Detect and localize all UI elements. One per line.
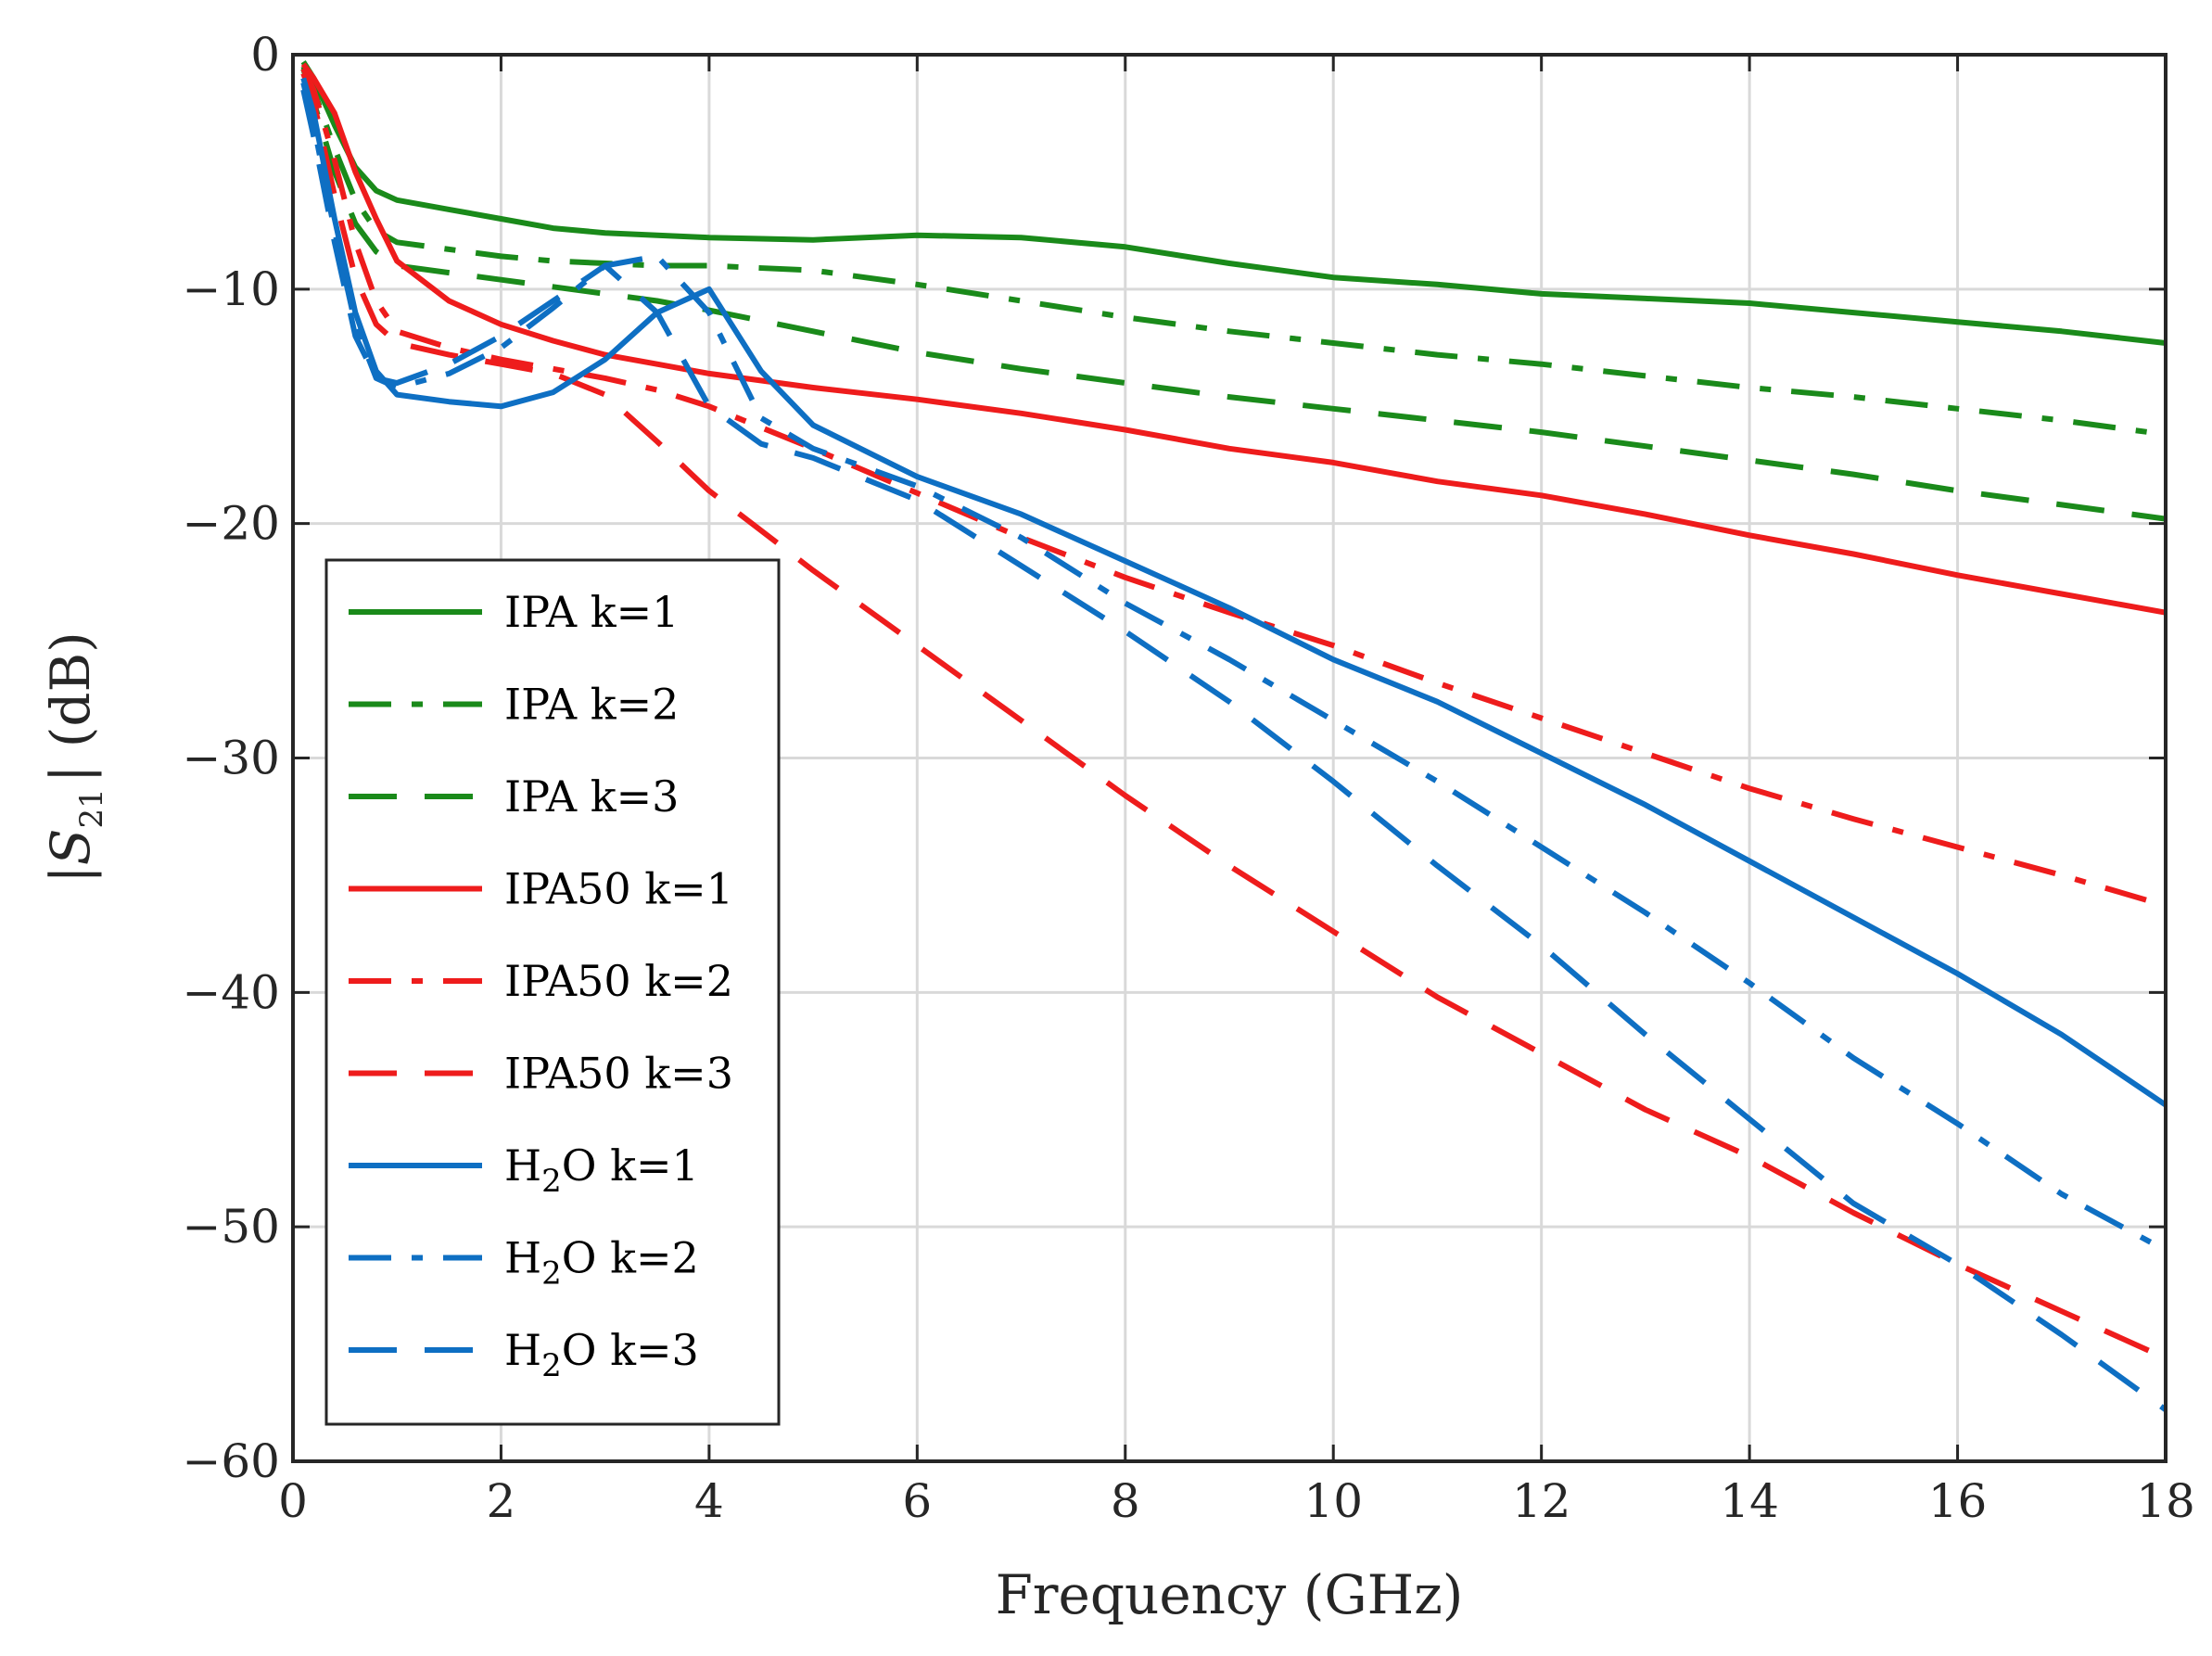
- y-axis-title-prefix: |: [39, 865, 102, 884]
- x-tick-label: 2: [487, 1474, 516, 1528]
- y-tick-label: −40: [182, 965, 280, 1019]
- x-tick-label: 6: [902, 1474, 932, 1528]
- legend-label: H2O k=2: [504, 1233, 699, 1293]
- legend-label-tail: O k=1: [562, 1140, 699, 1191]
- y-axis-title-symbol: S: [39, 828, 102, 865]
- legend-label-base: IPA50 k=3: [504, 1049, 733, 1099]
- x-tick-label: 12: [1512, 1474, 1571, 1528]
- legend-label-base: H: [504, 1325, 541, 1375]
- legend-label-base: IPA k=1: [504, 587, 679, 637]
- legend-label-base: IPA50 k=1: [504, 864, 733, 914]
- legend-label: IPA k=3: [504, 771, 679, 822]
- y-tick-label: −30: [182, 732, 280, 785]
- axis-ticks: 0 2 4 6 8 10 12 14 16 18 0 −10 −20 −30 −40 −50 −60: [182, 28, 2194, 1528]
- legend-label: IPA50 k=2: [504, 956, 733, 1006]
- legend-label: IPA k=1: [504, 587, 679, 637]
- legend-box: [324, 558, 781, 1426]
- legend-label-subscript: 2: [541, 1347, 562, 1384]
- legend-label-base: IPA k=2: [504, 680, 679, 730]
- legend-label-base: H: [504, 1233, 541, 1283]
- series-line-1: [300, 59, 2167, 346]
- legend-label: IPA k=2: [504, 680, 679, 730]
- legend-label-base: H: [504, 1140, 541, 1191]
- y-axis-title-subscript: 21: [73, 788, 110, 828]
- x-tick-label: 14: [1720, 1474, 1779, 1528]
- x-tick-label: 4: [694, 1474, 724, 1528]
- legend-label-subscript: 2: [541, 1163, 562, 1200]
- legend-label-tail: O k=2: [562, 1233, 699, 1283]
- series-line-6: [300, 72, 2168, 1361]
- series-line-4: [300, 62, 2167, 616]
- x-tick-label: 8: [1111, 1474, 1140, 1528]
- y-axis-title: |S21 | (dB): [39, 631, 110, 884]
- x-tick-label: 18: [2136, 1474, 2195, 1528]
- y-tick-label: 0: [250, 28, 280, 82]
- series-lines: [300, 59, 2168, 1412]
- y-tick-label: −50: [182, 1200, 280, 1254]
- x-axis-title: Frequency (GHz): [996, 1563, 1464, 1626]
- legend-label-tail: O k=3: [562, 1325, 699, 1375]
- legend: IPA k=1 IPA k=2 IPA k=3 IPA50 k=1 IPA50 k=2 I…: [324, 558, 781, 1426]
- x-tick-label: 0: [278, 1474, 308, 1528]
- x-tick-label: 10: [1303, 1474, 1363, 1528]
- series-line-2: [300, 65, 2167, 438]
- series-line-5: [300, 67, 2167, 909]
- legend-label: H2O k=1: [504, 1140, 699, 1200]
- y-tick-label: −60: [182, 1434, 280, 1488]
- y-tick-label: −10: [182, 262, 280, 316]
- legend-label: H2O k=3: [504, 1325, 699, 1384]
- x-tick-label: 16: [1928, 1474, 1988, 1528]
- y-tick-label: −20: [182, 497, 280, 551]
- series-line-3: [300, 68, 2167, 522]
- legend-label-base: IPA50 k=2: [504, 956, 733, 1006]
- legend-label: IPA50 k=3: [504, 1049, 733, 1099]
- legend-label-subscript: 2: [541, 1255, 562, 1293]
- legend-label-base: IPA k=3: [504, 771, 679, 822]
- svg-text:|S21| (dB): |S21 | (dB): [39, 631, 110, 884]
- series-line-9: [300, 89, 2168, 1412]
- y-axis-title-suffix: | (dB): [39, 631, 102, 783]
- legend-label: IPA50 k=1: [504, 864, 733, 914]
